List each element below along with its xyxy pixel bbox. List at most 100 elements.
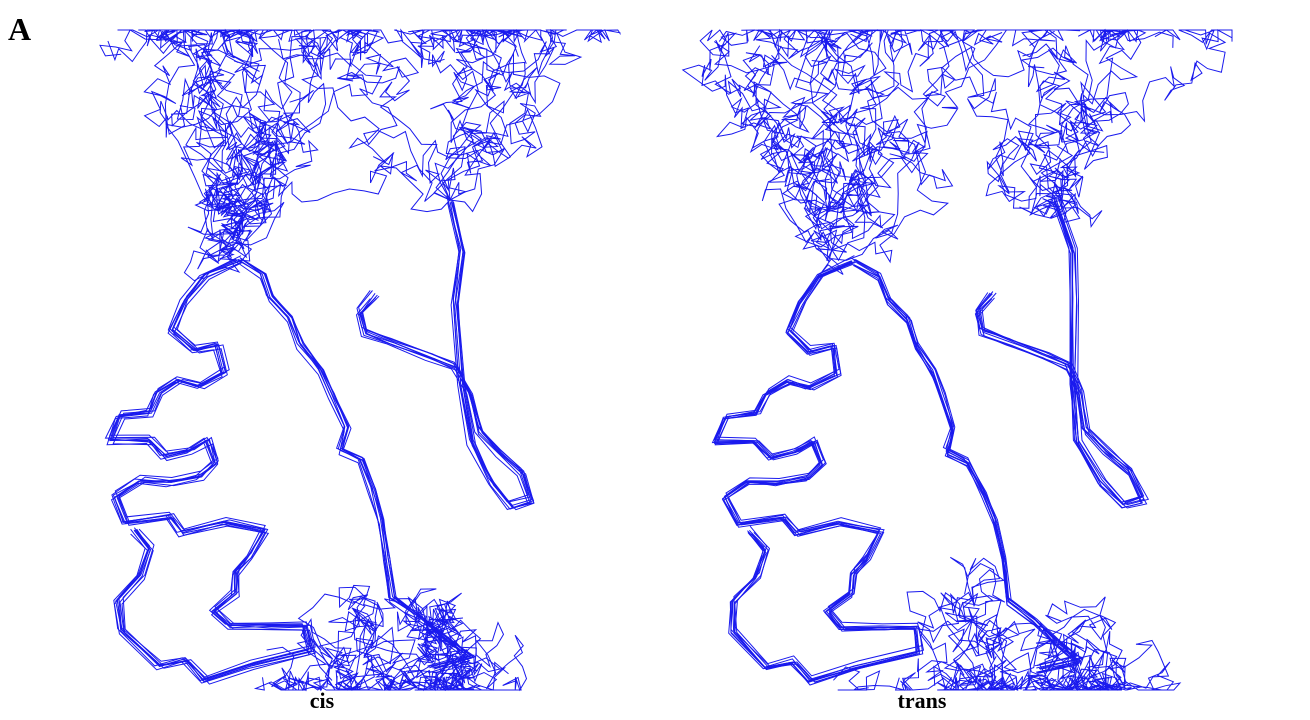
backbone-trace [1003, 639, 1170, 691]
backbone-trace [242, 259, 477, 669]
backbone-trace [361, 199, 533, 506]
backbone-trace [112, 261, 315, 681]
backbone-trace [925, 619, 1002, 691]
backbone-trace [212, 29, 451, 202]
backbone-trace [358, 202, 531, 510]
backbone-trace [194, 104, 306, 218]
backbone-trace [355, 619, 416, 691]
backbone-trace [1019, 29, 1181, 229]
structure-ensembles [99, 28, 1233, 692]
backbone-trace [716, 261, 925, 683]
backbone-trace [146, 29, 273, 264]
backbone-trace [713, 261, 921, 682]
backbone-trace [337, 618, 442, 691]
backbone-trace [377, 635, 457, 691]
backbone-trace [161, 29, 286, 263]
backbone-trace [894, 590, 988, 691]
backbone-trace [989, 619, 1100, 691]
backbone-trace [421, 608, 528, 692]
backbone-trace [1051, 638, 1182, 691]
backbone-trace [826, 42, 883, 211]
backbone-trace [300, 592, 462, 681]
backbone-trace [831, 33, 950, 264]
backbone-trace [968, 599, 1024, 691]
backbone-trace [109, 255, 313, 678]
panel-caption: trans [898, 688, 947, 713]
backbone-trace [681, 29, 845, 222]
backbone-trace [1020, 43, 1129, 201]
backbone-trace [714, 263, 921, 686]
backbone-trace [417, 29, 542, 201]
backbone-trace [853, 259, 1078, 669]
backbone-trace [112, 261, 316, 685]
backbone-trace [753, 28, 879, 211]
backbone-trace [833, 619, 973, 691]
backbone-trace [390, 596, 462, 691]
backbone-trace [337, 29, 467, 201]
backbone-trace [106, 263, 310, 684]
backbone-trace [396, 588, 457, 648]
backbone-trace [976, 202, 1144, 509]
backbone-trace [976, 200, 1145, 506]
backbone-trace [804, 39, 954, 275]
backbone-trace [941, 619, 1053, 692]
backbone-trace [936, 619, 982, 691]
backbone-trace [1048, 29, 1233, 201]
backbone-trace [699, 29, 845, 211]
backbone-trace [981, 198, 1150, 506]
backbone-trace [372, 29, 509, 201]
backbone-trace [281, 593, 376, 692]
backbone-trace [338, 584, 482, 684]
backbone-trace [435, 29, 544, 201]
backbone-trace [853, 265, 1079, 674]
backbone-trace [355, 202, 529, 511]
backbone-trace [359, 202, 532, 509]
backbone-trace [854, 265, 1080, 673]
backbone-trace [701, 43, 847, 253]
backbone-trace [219, 29, 372, 259]
backbone-trace [240, 257, 470, 667]
backbone-trace [853, 264, 1080, 674]
backbone-trace [197, 39, 395, 270]
backbone-trace [266, 619, 361, 692]
backbone-trace [917, 569, 1006, 653]
backbone-trace [181, 34, 248, 226]
backbone-trace [817, 29, 976, 262]
backbone-trace [771, 119, 865, 231]
backbone-trace [138, 29, 250, 225]
backbone-trace [716, 261, 924, 683]
backbone-trace [943, 612, 1007, 691]
backbone-trace [109, 258, 312, 682]
backbone-trace [99, 29, 246, 214]
backbone-trace [197, 29, 266, 211]
backbone-trace [840, 29, 1063, 218]
backbone-trace [441, 29, 561, 213]
backbone-trace [415, 630, 501, 691]
backbone-trace [1035, 639, 1126, 691]
backbone-trace [104, 258, 308, 682]
backbone-trace [782, 29, 873, 217]
backbone-trace [364, 621, 505, 691]
backbone-trace [1027, 71, 1105, 214]
backbone-trace [924, 30, 1063, 215]
backbone-trace [947, 29, 1072, 201]
backbone-trace [359, 203, 535, 509]
backbone-trace [852, 264, 1080, 674]
backbone-trace [374, 29, 621, 213]
backbone-trace [977, 203, 1148, 509]
backbone-trace [183, 29, 324, 282]
backbone-trace [360, 199, 535, 509]
backbone-trace [110, 259, 313, 683]
backbone-trace [447, 29, 526, 201]
backbone-trace [714, 260, 920, 680]
backbone-trace [214, 29, 369, 211]
panel-label: A [8, 11, 31, 47]
backbone-trace [975, 197, 1141, 503]
backbone-trace [449, 29, 583, 201]
backbone-trace [979, 197, 1145, 503]
backbone-trace [713, 41, 838, 211]
backbone-trace [795, 29, 881, 251]
backbone-trace [328, 598, 430, 691]
